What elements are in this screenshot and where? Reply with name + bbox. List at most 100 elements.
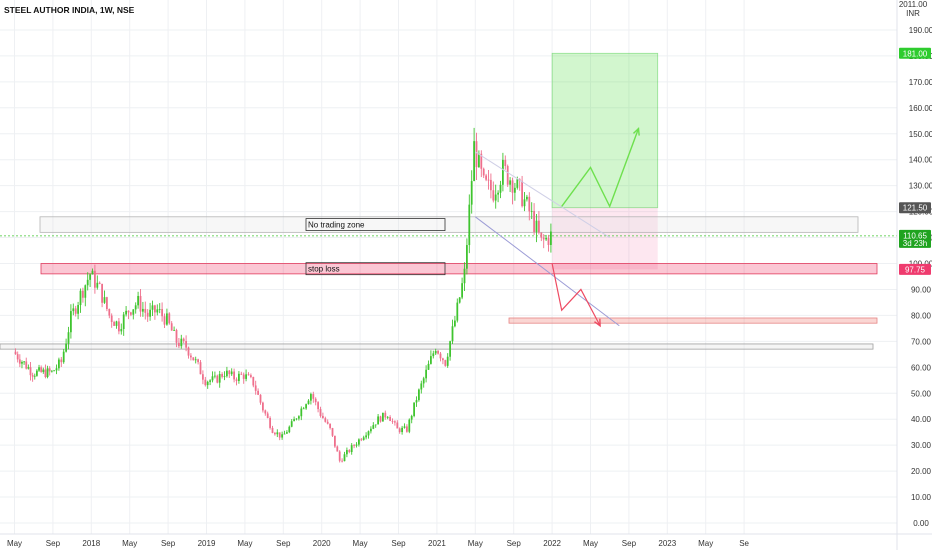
candle-body bbox=[192, 357, 195, 361]
candle-body bbox=[214, 375, 216, 377]
candle-body bbox=[127, 310, 130, 313]
candle-body bbox=[53, 370, 55, 372]
candle-body bbox=[132, 309, 135, 315]
candle-body bbox=[290, 421, 293, 427]
candle-body bbox=[77, 305, 79, 314]
candle-body bbox=[314, 398, 317, 403]
candle-body bbox=[336, 446, 339, 452]
candle-body bbox=[226, 370, 228, 377]
y-tick-label: 30.00 bbox=[911, 441, 932, 450]
x-tick-label: May bbox=[468, 539, 483, 548]
y-tick-label: 160.00 bbox=[909, 104, 932, 113]
candle-body bbox=[526, 196, 528, 200]
no-trading-zone-label-text: No trading zone bbox=[308, 221, 365, 230]
candle-body bbox=[439, 353, 442, 359]
axis-top-value: 2011.00 bbox=[899, 0, 928, 9]
candle-body bbox=[322, 415, 324, 419]
candle-body bbox=[25, 361, 28, 369]
time-axis[interactable]: May Sep 2018 May Sep 2019 May Sep 2020 May Sep 2021… bbox=[0, 533, 932, 548]
candle-body bbox=[458, 297, 461, 303]
candle-body bbox=[168, 313, 171, 324]
x-tick-label: May bbox=[237, 539, 252, 548]
candle-body bbox=[144, 308, 147, 313]
candle-body bbox=[499, 184, 502, 193]
candle-body bbox=[334, 435, 336, 447]
candle-body bbox=[362, 437, 365, 440]
x-tick-label: 2023 bbox=[658, 539, 676, 548]
candle-body bbox=[470, 181, 473, 205]
candle-body bbox=[490, 179, 492, 191]
candle-body bbox=[70, 311, 72, 333]
candle-body bbox=[502, 159, 504, 185]
candle-body bbox=[173, 329, 175, 331]
candle-body bbox=[91, 270, 94, 275]
x-tick-label: Sep bbox=[46, 539, 61, 548]
candle-body bbox=[206, 381, 209, 386]
candle-body bbox=[514, 187, 516, 193]
candle-body bbox=[262, 402, 264, 411]
candle-body bbox=[418, 389, 420, 401]
bullish-arrow-head bbox=[632, 127, 640, 136]
y-tick-label: 190.00 bbox=[909, 26, 932, 35]
candle-body bbox=[480, 153, 483, 169]
candle-body bbox=[451, 326, 454, 342]
candle-body bbox=[247, 374, 250, 376]
candle-body bbox=[84, 285, 87, 298]
candle-body bbox=[110, 315, 113, 322]
candle-body bbox=[62, 351, 65, 363]
candle-body bbox=[221, 374, 223, 377]
candle-body bbox=[511, 180, 514, 193]
candle-body bbox=[310, 394, 312, 401]
candle-body bbox=[38, 367, 40, 371]
candle-body bbox=[391, 420, 394, 422]
candle-body bbox=[432, 353, 435, 357]
price-tag-value: 97.75 bbox=[905, 265, 926, 274]
candle-body bbox=[463, 268, 466, 284]
x-tick-label: 2020 bbox=[313, 539, 331, 548]
candle-body bbox=[96, 282, 99, 288]
candle-body bbox=[355, 444, 358, 446]
x-tick-label: May bbox=[698, 539, 713, 548]
candle-body bbox=[16, 354, 19, 360]
candle-body bbox=[94, 270, 96, 288]
candle-body bbox=[293, 419, 295, 422]
candle-body bbox=[281, 434, 283, 438]
stop-loss-label-text: stop loss bbox=[308, 265, 340, 274]
candle-body bbox=[319, 409, 322, 416]
candle-body bbox=[298, 416, 300, 419]
candle-body bbox=[482, 168, 485, 176]
candle-body bbox=[190, 355, 192, 358]
x-tick-label: 2021 bbox=[428, 539, 446, 548]
candle-body bbox=[497, 192, 499, 195]
chart-title: STEEL AUTHOR INDIA, 1W, NSE bbox=[4, 5, 135, 15]
x-tick-label: Sep bbox=[507, 539, 522, 548]
candle-body bbox=[252, 376, 255, 386]
candle-body bbox=[274, 432, 276, 435]
candle-body bbox=[295, 418, 298, 420]
candle-body bbox=[394, 421, 396, 423]
candle-body bbox=[523, 199, 526, 207]
candle-body bbox=[161, 309, 163, 317]
y-tick-label: 150.00 bbox=[909, 130, 932, 139]
candle-body bbox=[33, 375, 36, 377]
candle-body bbox=[163, 316, 166, 325]
candle-body bbox=[125, 310, 127, 315]
x-tick-label: May bbox=[122, 539, 137, 548]
x-tick-label: Sep bbox=[391, 539, 406, 548]
candle-body bbox=[67, 332, 70, 344]
price-axis[interactable]: 0.00 10.00 20.00 30.00 40.00 50.00 60.00 70.00 8… bbox=[896, 0, 932, 550]
candle-body bbox=[427, 363, 430, 370]
candle-body bbox=[288, 426, 291, 433]
y-tick-label: 80.00 bbox=[911, 311, 932, 320]
trend-drawings bbox=[474, 127, 640, 328]
candle-body bbox=[516, 179, 519, 188]
candle-body bbox=[396, 422, 399, 429]
candle-body bbox=[494, 194, 497, 201]
price-tag-value: 181.00 bbox=[903, 49, 928, 58]
y-tick-label: 0.00 bbox=[913, 519, 929, 528]
candle-body bbox=[204, 379, 207, 386]
candle-body bbox=[444, 360, 447, 366]
candle-body bbox=[413, 402, 415, 416]
support-resistance-levels: No trading zone stop loss bbox=[0, 216, 897, 350]
